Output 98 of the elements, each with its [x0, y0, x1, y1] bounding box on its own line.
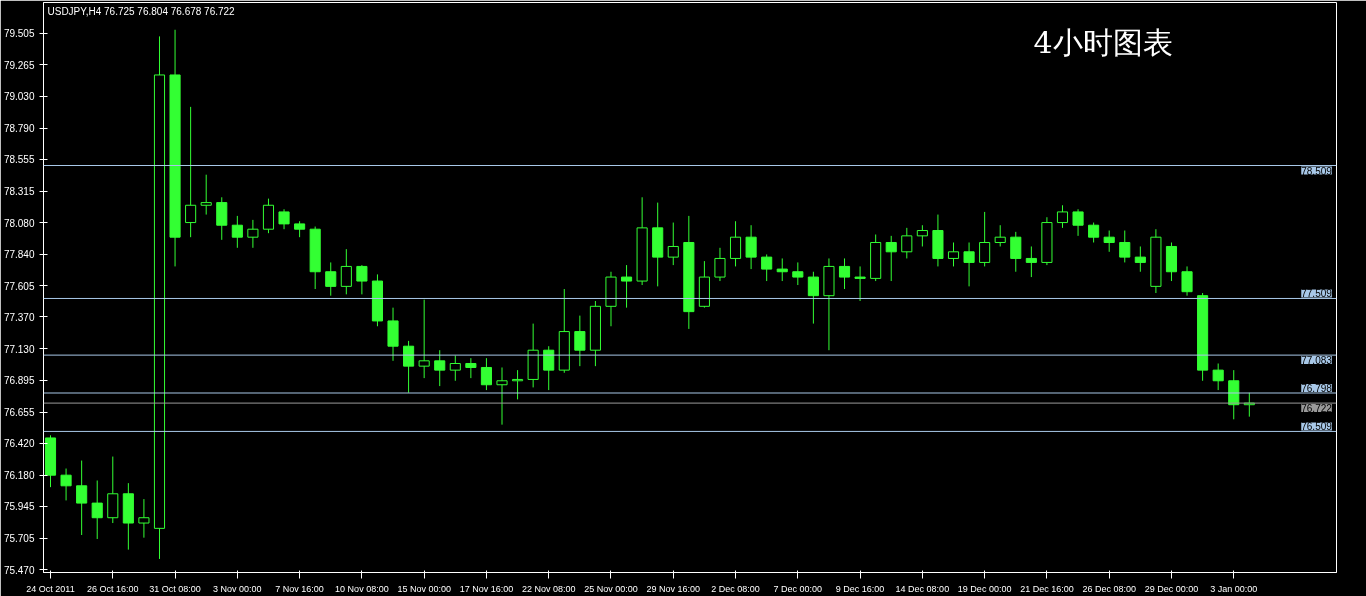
- candlestick: [947, 241, 960, 267]
- candlestick: [792, 261, 804, 286]
- candlestick: [667, 222, 679, 266]
- candlestick: [838, 257, 851, 290]
- x-tick-label: 19 Dec 00:00: [957, 583, 1012, 594]
- candlestick: [247, 219, 259, 249]
- candlestick: [1072, 208, 1084, 237]
- annotation: 4小时图表: [1033, 25, 1173, 60]
- candlestick: [745, 224, 757, 270]
- x-tick-label: 3 Nov 00:00: [213, 583, 262, 594]
- candlestick: [185, 106, 197, 238]
- candlestick: [449, 355, 461, 382]
- x-tick-label: 9 Dec 16:00: [835, 583, 885, 594]
- chart-title: USDJPY,H4 76.725 76.804 76.678 76.722: [47, 5, 236, 17]
- x-tick-label: 7 Nov 16:00: [275, 583, 324, 594]
- y-tick-label: 78.080: [3, 217, 35, 229]
- candlestick: [262, 198, 275, 234]
- y-tick-label: 79.505: [3, 28, 35, 40]
- candlestick: [465, 357, 477, 379]
- x-tick-label: 2 Dec 08:00: [711, 583, 760, 594]
- candlestick: [138, 498, 150, 539]
- candlestick: [107, 456, 119, 524]
- candlestick: [885, 235, 897, 282]
- ref-line-label: 78.509: [1301, 165, 1333, 177]
- candlestick: [807, 271, 819, 325]
- candlestick: [356, 264, 368, 295]
- ref-line-label: 76.722: [1301, 403, 1333, 415]
- y-tick-label: 79.030: [3, 91, 35, 103]
- candlestick: [418, 299, 430, 379]
- candlestick: [76, 460, 88, 536]
- x-tick-label: 17 Nov 16:00: [459, 583, 514, 594]
- candlestick: [761, 253, 773, 282]
- y-tick-label: 78.555: [3, 154, 35, 166]
- x-tick-label: 24 Oct 2011: [26, 583, 75, 594]
- candlestick: [1025, 245, 1037, 278]
- candlestick: [325, 261, 337, 297]
- x-tick-label: 22 Nov 08:00: [521, 583, 576, 594]
- x-tick-label: 7 Dec 00:00: [773, 583, 823, 594]
- y-tick-label: 75.945: [3, 501, 35, 513]
- y-tick-label: 76.180: [3, 470, 35, 482]
- candlestick: [1134, 245, 1146, 273]
- candlestick: [200, 174, 212, 216]
- y-tick-label: 78.790: [3, 123, 35, 135]
- candlestick: [278, 208, 290, 230]
- y-tick-label: 76.420: [3, 438, 35, 450]
- candlestick: [729, 220, 742, 267]
- y-tick-label: 77.605: [3, 280, 35, 292]
- x-tick-label: 29 Dec 00:00: [1144, 583, 1199, 594]
- ref-line-label: 77.509: [1301, 288, 1333, 300]
- x-tick-label: 26 Oct 16:00: [87, 583, 139, 594]
- candlestick: [979, 211, 991, 267]
- candlestick: [621, 264, 633, 309]
- y-tick-label: 76.895: [3, 375, 35, 387]
- candlestick: [496, 366, 508, 426]
- candlestick: [574, 315, 586, 367]
- candlestick: [1056, 204, 1069, 229]
- y-tick-label: 78.315: [3, 186, 35, 198]
- y-tick-label: 76.655: [3, 407, 35, 419]
- x-tick-label: 31 Oct 08:00: [149, 583, 201, 594]
- candlestick: [1010, 231, 1022, 273]
- x-tick-label: 26 Dec 08:00: [1082, 583, 1136, 594]
- x-tick-label: 14 Dec 08:00: [895, 583, 950, 594]
- y-tick-label: 75.470: [3, 564, 35, 576]
- x-tick-label: 3 Jan 00:00: [1210, 583, 1258, 594]
- y-tick-label: 75.705: [3, 533, 35, 545]
- candlestick: [1103, 230, 1115, 253]
- candlestick: [60, 468, 72, 501]
- ref-line-label: 76.798: [1301, 383, 1333, 394]
- candlestick: [714, 247, 726, 282]
- candlestick: [854, 265, 866, 302]
- candlestick: [1088, 222, 1100, 243]
- candlestick: [1212, 362, 1224, 391]
- x-tick-label: 25 Nov 00:00: [584, 583, 638, 594]
- x-tick-label: 15 Nov 00:00: [397, 583, 451, 594]
- x-tick-label: 29 Nov 16:00: [646, 583, 701, 594]
- candlestick: [1119, 230, 1131, 263]
- x-tick-label: 10 Nov 08:00: [335, 583, 389, 594]
- y-tick-label: 77.130: [3, 343, 35, 355]
- candlestick: [543, 345, 555, 391]
- candlestick: [340, 248, 352, 295]
- candlestick: [916, 224, 928, 247]
- ref-line-label: 77.083: [1301, 355, 1333, 367]
- x-tick-label: 21 Dec 16:00: [1020, 583, 1074, 594]
- candlestick: [403, 340, 415, 394]
- y-tick-label: 77.840: [3, 249, 35, 261]
- candlestick: [1181, 265, 1193, 297]
- candlestick: [91, 479, 103, 540]
- candlestick: [480, 357, 492, 391]
- candlestick: [434, 349, 446, 387]
- candlestick: [216, 196, 228, 241]
- candlestick: [994, 224, 1006, 247]
- y-tick-label: 77.370: [3, 311, 35, 323]
- candlestick: [901, 227, 913, 259]
- candlestick: [776, 257, 788, 282]
- ref-line-label: 76.509: [1301, 421, 1333, 433]
- candlestick: [231, 215, 243, 249]
- candlestick: [963, 241, 975, 287]
- y-tick-label: 79.265: [3, 59, 35, 71]
